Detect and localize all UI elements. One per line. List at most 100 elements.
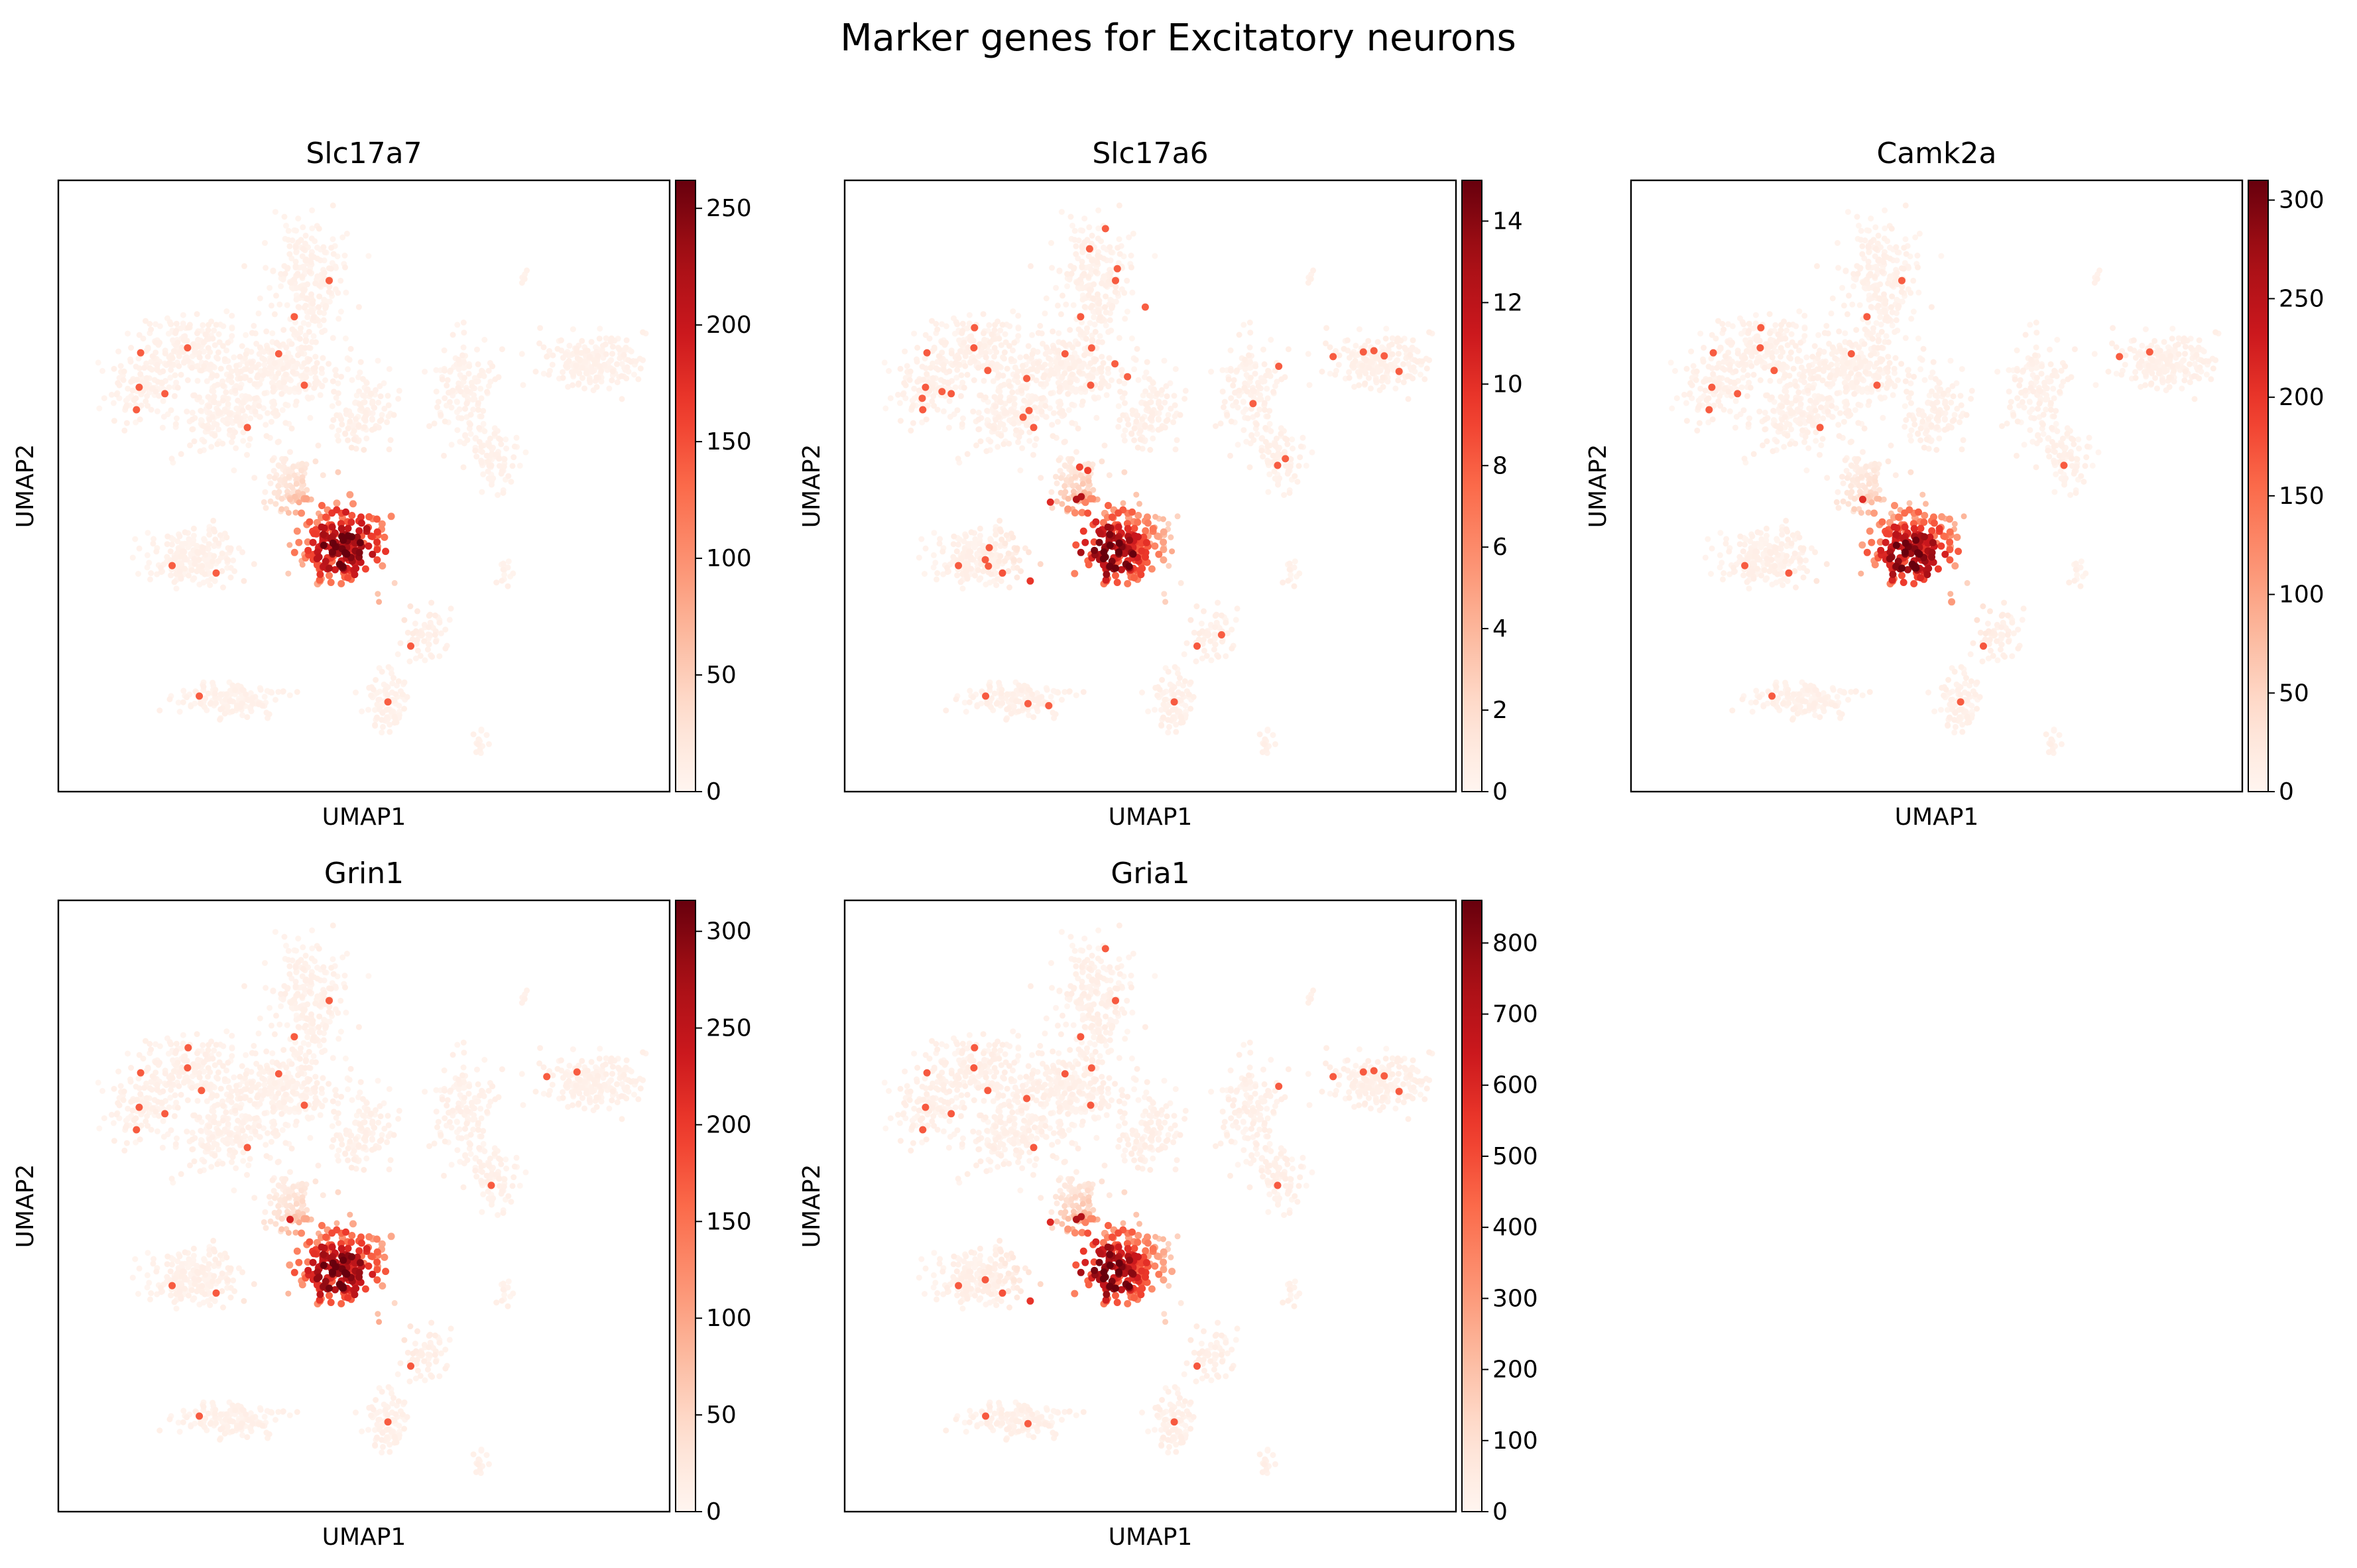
scatter-point	[1147, 424, 1154, 430]
scatter-point	[333, 499, 341, 507]
scatter-point	[1106, 542, 1114, 549]
scatter-point	[172, 556, 178, 562]
scatter-point	[223, 308, 230, 315]
scatter-point	[295, 304, 302, 310]
scatter-point	[207, 582, 213, 589]
scatter-point	[998, 690, 1004, 697]
scatter-point	[344, 524, 352, 532]
scatter-point	[1058, 360, 1064, 367]
scatter-point	[505, 558, 512, 565]
scatter-point	[964, 371, 971, 378]
scatter-point	[993, 403, 999, 410]
scatter-point	[1056, 330, 1062, 337]
scatter-point	[907, 368, 914, 375]
scatter-point	[186, 536, 192, 542]
scatter-point	[188, 703, 194, 709]
scatter-point	[470, 731, 477, 738]
scatter-point	[271, 401, 278, 407]
scatter-point	[268, 302, 274, 309]
scatter-point	[175, 699, 182, 706]
scatter-point	[329, 403, 335, 410]
scatter-point	[185, 324, 192, 331]
scatter-point	[472, 448, 479, 454]
scatter-point	[1026, 399, 1032, 406]
scatter-point	[251, 561, 257, 568]
scatter-point	[328, 265, 334, 272]
scatter-point	[1915, 335, 1921, 341]
scatter-point	[253, 340, 260, 347]
scatter-point	[135, 383, 143, 391]
scatter-point	[931, 344, 937, 351]
scatter-point	[940, 367, 947, 373]
scatter-point	[198, 408, 204, 414]
scatter-point	[1070, 302, 1077, 308]
scatter-point	[215, 349, 221, 355]
scatter-point	[1061, 483, 1068, 489]
scatter-point	[2203, 371, 2210, 378]
scatter-point	[1187, 617, 1194, 623]
scatter-point	[487, 436, 493, 442]
scatter-point	[261, 367, 268, 373]
scatter-point	[1122, 427, 1128, 434]
scatter-point	[158, 379, 164, 386]
scatter-point	[1064, 505, 1072, 513]
scatter-point	[406, 658, 413, 665]
scatter-point	[931, 530, 937, 536]
scatter-point	[475, 378, 481, 385]
scatter-point	[1134, 512, 1142, 519]
scatter-point	[168, 407, 174, 414]
scatter-point	[129, 554, 136, 561]
scatter-point	[1256, 406, 1263, 413]
scatter-point	[628, 359, 635, 365]
scatter-point	[540, 344, 547, 351]
scatter-point	[346, 357, 353, 363]
scatter-point	[595, 353, 601, 359]
scatter-point	[1053, 284, 1059, 291]
scatter-point	[379, 562, 387, 570]
scatter-point	[1069, 385, 1075, 391]
scatter-point	[1407, 351, 1414, 358]
scatter-point	[1107, 269, 1114, 276]
scatter-point	[261, 405, 267, 412]
scatter-point	[311, 385, 318, 391]
scatter-point	[335, 380, 341, 387]
scatter-point	[1813, 438, 1819, 444]
scatter-point	[1109, 377, 1115, 383]
scatter-point	[475, 406, 481, 413]
scatter-point	[242, 413, 249, 420]
scatter-point	[322, 377, 328, 383]
scatter-point	[156, 707, 163, 714]
scatter-point	[1124, 579, 1132, 587]
scatter-point	[178, 325, 184, 332]
scatter-point	[478, 727, 485, 734]
scatter-point	[331, 389, 337, 395]
scatter-point	[300, 320, 307, 326]
scatter-point	[946, 368, 953, 375]
scatter-point	[292, 319, 298, 326]
scatter-point	[1309, 449, 1315, 455]
scatter-point	[2050, 385, 2057, 392]
scatter-point	[536, 340, 542, 347]
scatter-point	[379, 729, 385, 736]
scatter-point	[1121, 469, 1128, 475]
scatter-point	[177, 560, 184, 567]
scatter-point	[1129, 289, 1136, 296]
scatter-point	[1144, 519, 1152, 527]
scatter-point	[210, 680, 216, 686]
scatter-point	[1109, 513, 1116, 521]
scatter-point	[1125, 562, 1133, 570]
scatter-point	[1213, 423, 1219, 430]
scatter-point	[196, 349, 203, 356]
scatter-point	[1053, 364, 1059, 371]
scatter-point	[1323, 325, 1330, 332]
scatter-point	[302, 267, 308, 273]
scatter-point	[1394, 357, 1400, 364]
scatter-point	[971, 377, 977, 383]
scatter-point	[1139, 690, 1145, 695]
scatter-point	[316, 225, 322, 232]
scatter-point	[299, 478, 306, 485]
scatter-point	[1017, 354, 1024, 361]
scatter-point	[429, 654, 436, 660]
scatter-point	[1171, 392, 1178, 399]
scatter-point	[1142, 539, 1150, 546]
